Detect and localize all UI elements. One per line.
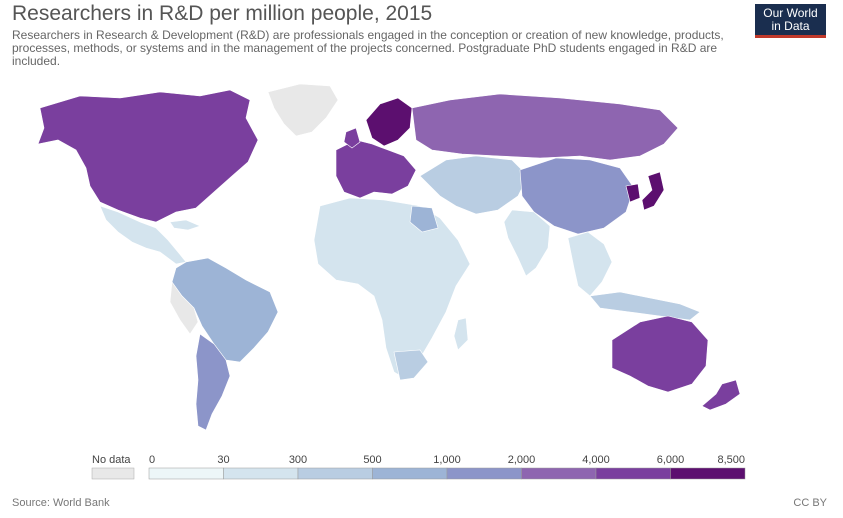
legend-tick-label: 30 [217,454,229,466]
legend-bin-0[interactable] [148,467,224,480]
region-southeast-asia[interactable] [567,231,613,297]
region-egypt[interactable] [409,205,439,233]
region-russia[interactable] [411,93,679,161]
region-china[interactable] [519,157,635,235]
region-new-zealand[interactable] [701,379,741,411]
logo-line1: Our World [763,6,818,20]
legend-tick-label: 1,000 [433,454,461,466]
legend-bin-4[interactable] [446,467,522,480]
license-note[interactable]: CC BY [793,497,827,509]
source-note: Source: World Bank [12,497,110,509]
legend-tick-label: 2,000 [508,454,536,466]
legend-bin-7[interactable] [670,467,746,480]
region-uk[interactable] [343,127,361,149]
region-africa[interactable] [313,197,471,379]
legend-tick-label: 4,000 [582,454,610,466]
legend-tick-label: 8,500 [717,454,745,466]
region-indonesia[interactable] [589,291,701,321]
region-madagascar[interactable] [453,317,469,351]
region-japan[interactable] [641,171,665,211]
legend-bin-5[interactable] [521,467,597,480]
region-north-america[interactable] [37,89,259,223]
legend-bin-1[interactable] [223,467,299,480]
region-south-africa[interactable] [393,349,429,381]
owid-logo[interactable]: Our World in Data [755,4,826,38]
region-western-europe[interactable] [335,139,417,199]
logo-line2: in Data [771,19,810,33]
region-central-asia[interactable] [419,155,529,215]
chart-subtitle: Researchers in Research & Development (R… [12,28,724,68]
region-australia[interactable] [611,315,709,393]
legend-bin-2[interactable] [297,467,373,480]
world-map[interactable] [0,78,843,448]
legend-tick-label: 6,000 [657,454,685,466]
chart-title: Researchers in R&D per million people, 2… [12,2,433,25]
region-central-america[interactable] [99,205,187,265]
region-greenland[interactable] [267,83,339,137]
legend-bins [148,467,746,480]
region-andes[interactable] [169,281,199,335]
legend-tick-label: 0 [149,454,155,466]
region-nordics[interactable] [365,97,413,147]
region-argentina[interactable] [195,333,231,431]
legend-ticks: 0 30 300 500 1,000 2,000 4,000 6,000 8,500 [149,454,745,466]
map-legend: No data 0 30 300 500 1,000 2,000 4,000 6,000 8,5… [91,454,746,480]
legend-no-data-swatch[interactable] [91,467,135,480]
region-india[interactable] [503,209,551,277]
region-caribbean[interactable] [169,219,201,231]
legend-tick-label: 300 [289,454,307,466]
legend-tick-label: 500 [363,454,381,466]
legend-no-data-label: No data [92,454,131,466]
legend-bin-6[interactable] [595,467,671,480]
legend-bin-3[interactable] [372,467,448,480]
region-korea[interactable] [625,183,641,203]
